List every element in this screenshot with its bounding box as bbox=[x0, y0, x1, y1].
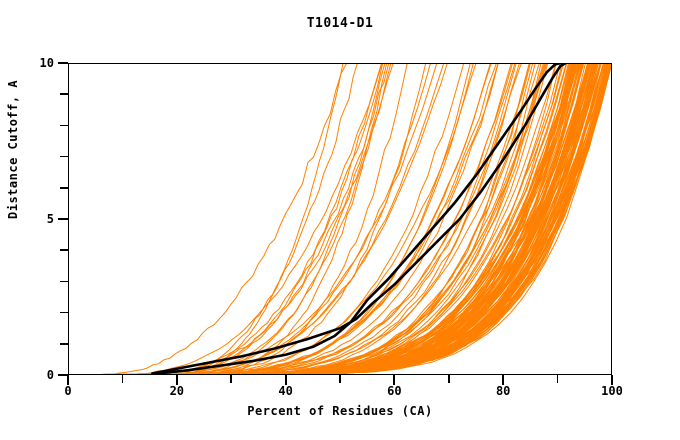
y-tick bbox=[60, 155, 68, 158]
page-title: T1014-D1 bbox=[306, 16, 374, 31]
x-tick bbox=[502, 375, 505, 385]
x-tick-label: 20 bbox=[169, 384, 185, 398]
x-tick bbox=[556, 375, 559, 383]
highlight-curve bbox=[151, 63, 568, 375]
y-tick bbox=[60, 93, 68, 95]
x-tick bbox=[121, 375, 124, 383]
axis-ticks-layer: 0 5 10 0 20 40 60 80 100 bbox=[40, 56, 623, 398]
y-tick-label: 5 bbox=[46, 212, 54, 226]
x-tick-label: 60 bbox=[387, 384, 402, 398]
y-tick bbox=[60, 124, 68, 127]
y-tick bbox=[60, 311, 68, 314]
x-tick bbox=[448, 375, 450, 383]
y-tick bbox=[60, 187, 68, 189]
x-tick-label: 0 bbox=[64, 384, 72, 398]
y-tick bbox=[58, 374, 68, 376]
prediction-curve bbox=[156, 63, 390, 375]
prediction-curve bbox=[95, 63, 383, 375]
x-axis-title: Percent of Residues (CA) bbox=[247, 404, 433, 418]
x-tick-label: 40 bbox=[278, 384, 293, 398]
prediction-curve bbox=[146, 63, 384, 375]
x-tick bbox=[393, 375, 396, 385]
y-tick bbox=[60, 280, 68, 283]
y-tick-label: 0 bbox=[46, 368, 54, 382]
x-tick bbox=[339, 375, 341, 383]
x-tick bbox=[611, 375, 613, 385]
y-tick bbox=[60, 249, 68, 251]
highlight-curve bbox=[156, 63, 562, 375]
x-tick bbox=[67, 375, 69, 385]
y-tick bbox=[58, 218, 68, 220]
y-axis-title: Distance Cutoff, A bbox=[6, 79, 20, 219]
highlight-curves-group bbox=[151, 63, 568, 375]
x-tick bbox=[230, 375, 232, 383]
x-tick-label: 80 bbox=[495, 384, 511, 398]
y-tick bbox=[60, 343, 68, 345]
y-tick bbox=[58, 62, 68, 64]
x-tick bbox=[284, 375, 287, 385]
x-tick bbox=[175, 375, 178, 385]
x-tick-label: 100 bbox=[601, 384, 623, 398]
y-tick-label: 10 bbox=[39, 56, 54, 70]
prediction-curve bbox=[91, 63, 348, 375]
